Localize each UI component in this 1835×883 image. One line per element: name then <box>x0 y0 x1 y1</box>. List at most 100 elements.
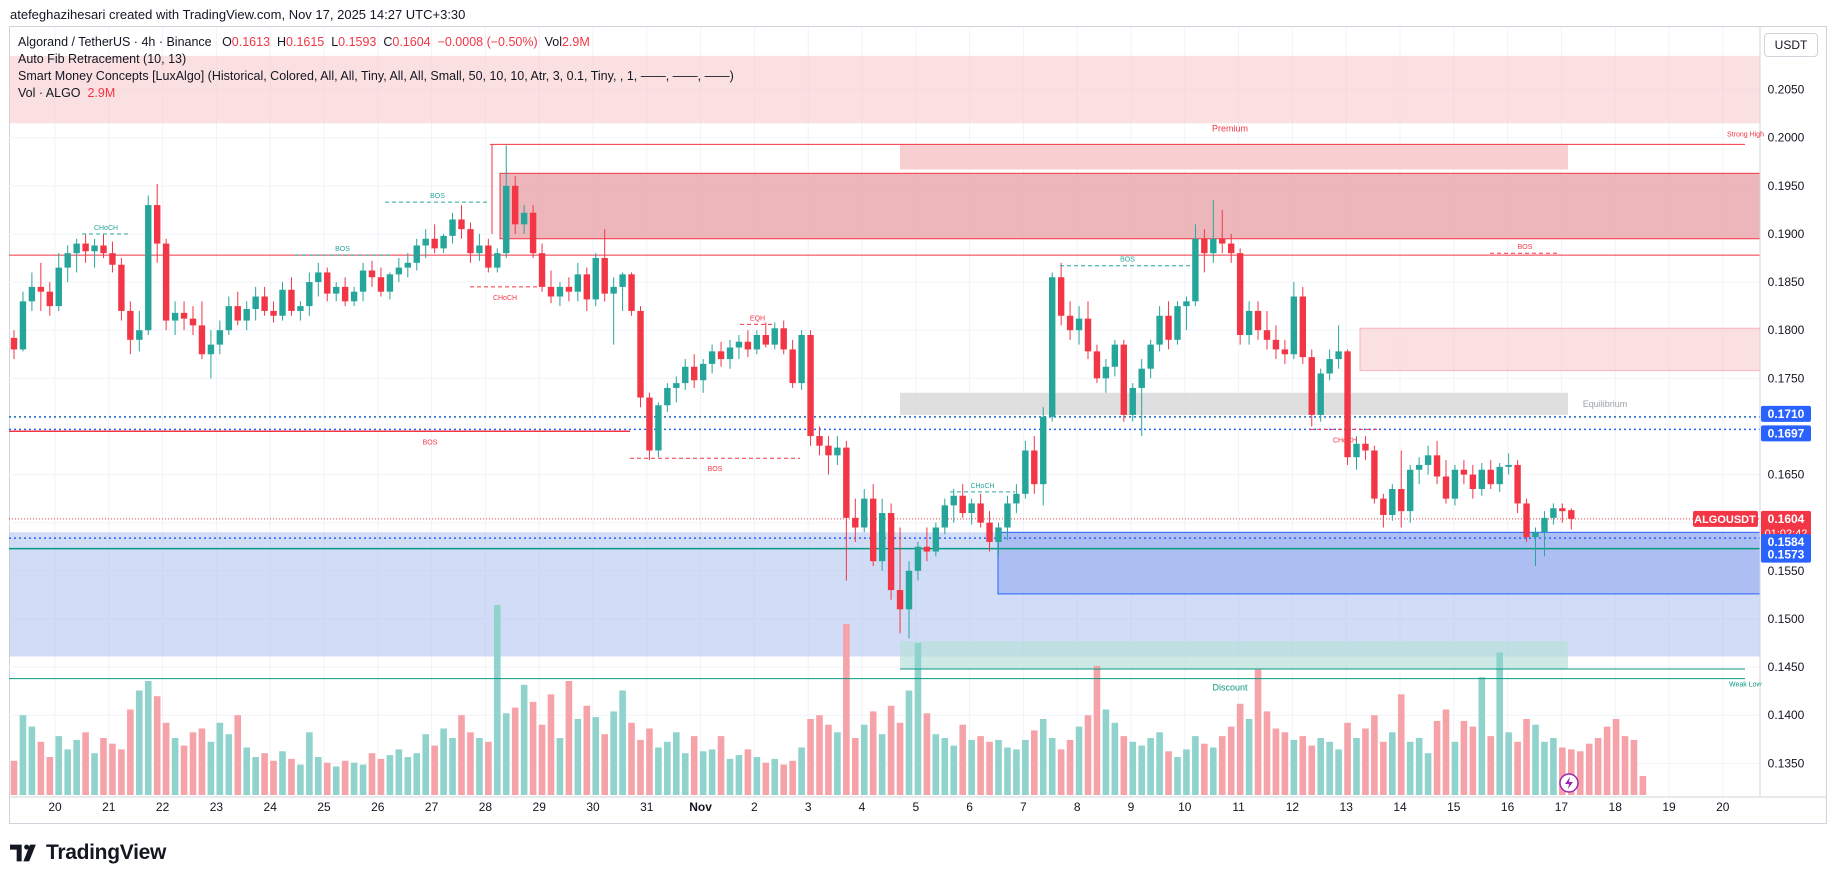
indicator-smc[interactable]: Smart Money Concepts [LuxAlgo] (Historic… <box>18 69 734 83</box>
candle-body <box>1371 450 1378 499</box>
candle-body <box>1040 416 1047 485</box>
legend-low: 0.1593 <box>338 35 377 49</box>
candle-body <box>1299 296 1306 358</box>
time-tick-label: 23 <box>210 800 224 814</box>
candle-body <box>1290 296 1298 355</box>
candle-body <box>753 335 761 350</box>
brand: TradingView <box>10 841 166 865</box>
candle-body <box>1254 310 1262 331</box>
candle-body <box>82 243 89 252</box>
candle-body <box>834 447 841 456</box>
chart-frame[interactable] <box>9 26 1827 824</box>
volume-bar <box>1550 738 1557 795</box>
right-supply-zone <box>1359 327 1761 372</box>
candle-body <box>512 185 519 225</box>
volume-bar <box>494 605 501 795</box>
volume-bar <box>485 741 492 795</box>
candle-body <box>574 274 582 292</box>
candle-body <box>1353 443 1360 458</box>
volume-bar <box>1630 739 1638 795</box>
price-tick-label: 0.1850 <box>1768 275 1805 289</box>
candle-body <box>1550 508 1557 518</box>
volume-bar <box>753 757 761 795</box>
candle-body <box>100 245 107 254</box>
smc-label: BOS <box>1120 257 1135 264</box>
volume-bar <box>1031 730 1038 795</box>
legend-low-label: L <box>331 35 339 49</box>
candle-body <box>789 349 796 384</box>
candle-body <box>556 286 564 297</box>
time-tick-label: 24 <box>264 800 278 814</box>
volume-bar <box>681 753 689 795</box>
candle-body <box>216 330 224 345</box>
candle-body <box>1004 503 1011 528</box>
candle-body <box>843 447 850 518</box>
candle-body <box>1478 469 1485 489</box>
candle-body <box>162 243 170 321</box>
volume-bar <box>1048 738 1056 795</box>
time-tick-label: 13 <box>1340 800 1354 814</box>
volume-bar <box>1541 741 1548 795</box>
volume-bar <box>1460 720 1468 795</box>
time-tick-label: 29 <box>533 800 547 814</box>
legend-close-label: C <box>383 35 393 49</box>
candle-body <box>189 318 197 326</box>
time-tick-label: 26 <box>371 800 385 814</box>
candle-body <box>1236 253 1244 335</box>
volume-bar <box>279 751 286 795</box>
time-tick-label: 21 <box>102 800 116 814</box>
candle-body <box>1201 238 1208 254</box>
price-tick-label: 0.1800 <box>1768 323 1805 337</box>
candle-body <box>825 445 832 456</box>
candle-body <box>19 301 27 350</box>
indicator-fib[interactable]: Auto Fib Retracement (10, 13) <box>18 52 187 66</box>
legend-symbol-row[interactable]: Algorand / TetherUS · 4h · Binance O0.16… <box>18 35 590 49</box>
volume-bar <box>404 757 412 795</box>
volume-bar <box>1183 749 1190 795</box>
candle-body <box>601 258 608 294</box>
candle-body <box>440 235 447 249</box>
volume-bar <box>64 749 71 795</box>
volume-bar <box>699 751 707 795</box>
legend-symbol[interactable]: Algorand / TetherUS · 4h · Binance <box>18 35 212 49</box>
volume-bar <box>887 705 895 795</box>
volume-bar <box>834 732 841 795</box>
volume-bar <box>1353 738 1360 795</box>
volume-bar <box>1433 720 1441 795</box>
volume-bar <box>708 749 716 795</box>
indicator-volume[interactable]: Vol · ALGO 2.9M <box>18 86 115 100</box>
volume-bar <box>1138 745 1145 795</box>
volume-bar <box>270 760 277 795</box>
candle-body <box>1174 306 1181 340</box>
volume-bar <box>1505 732 1512 795</box>
volume-bar <box>1004 747 1011 795</box>
candle-body <box>28 286 36 302</box>
candle-body <box>1210 238 1217 254</box>
volume-bar <box>995 739 1002 795</box>
candle-body <box>673 383 680 388</box>
volume-bar <box>1201 743 1208 795</box>
time-tick-label: 2 <box>751 800 758 814</box>
time-tick-label: 11 <box>1232 800 1245 814</box>
volume-bar <box>941 738 949 795</box>
candle-body <box>708 351 716 364</box>
volume-bar <box>46 757 54 795</box>
discount-inner-zone <box>900 641 1568 669</box>
currency-selector[interactable]: USDT <box>1764 33 1818 57</box>
volume-bar <box>1380 741 1387 795</box>
price-tick-label: 0.1900 <box>1768 227 1805 241</box>
volume-layer <box>10 605 1647 795</box>
volume-bar <box>431 745 438 795</box>
volume-bar <box>896 722 904 795</box>
price-tick-label: 0.1750 <box>1768 371 1805 385</box>
time-tick-label: 16 <box>1501 800 1515 814</box>
price-level-tag <box>1761 425 1811 442</box>
time-tick-label: 4 <box>859 800 866 814</box>
candle-body <box>1057 277 1065 316</box>
volume-bar <box>368 753 376 795</box>
time-tick-label: 20 <box>48 800 62 814</box>
price-tick-label: 0.1500 <box>1768 612 1805 626</box>
candle-body <box>1568 510 1575 519</box>
candle-body <box>1424 455 1432 465</box>
